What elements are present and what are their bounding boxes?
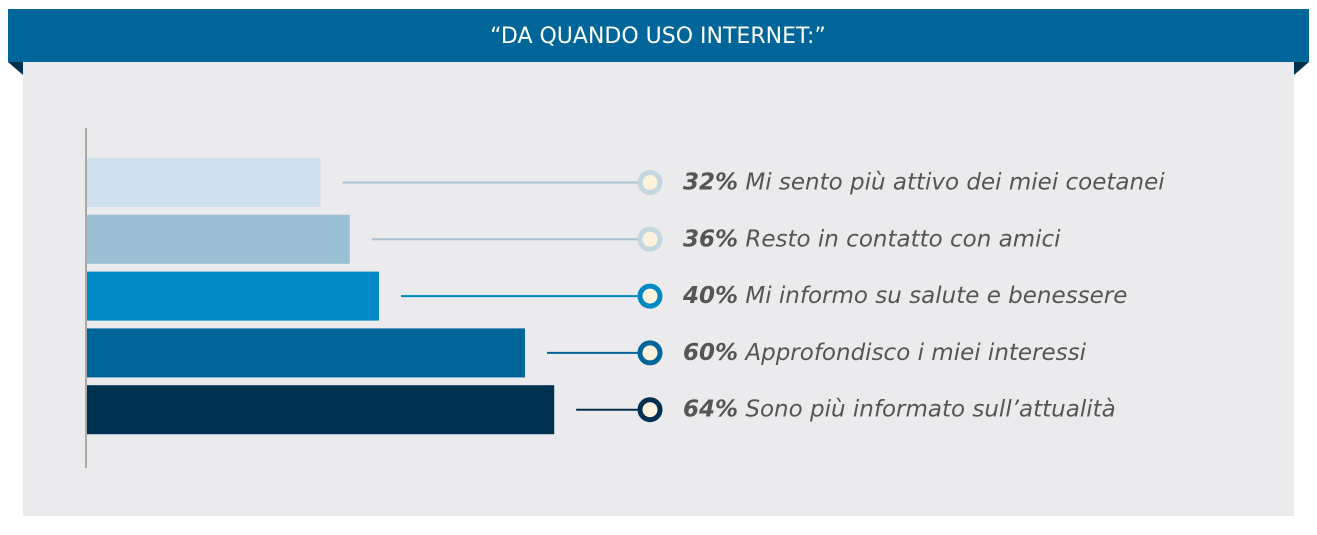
category-label: Mi sento più attivo dei miei coetanei (745, 169, 1165, 195)
marker-dot (637, 340, 663, 366)
bar (87, 214, 350, 264)
value-label: 40% (682, 283, 738, 309)
bar-label: 32% Mi sento più attivo dei miei coetane… (683, 169, 1165, 195)
value-label: 64% (683, 396, 738, 422)
category-label: Approfondisco i miei interessi (743, 339, 1086, 365)
marker-dot (637, 283, 663, 309)
bar-label: 64% Sono più informato sull’attualità (683, 396, 1116, 422)
marker-dot (637, 226, 663, 252)
bar (87, 158, 321, 207)
category-label: Sono più informato sull’attualità (745, 396, 1115, 422)
category-label: Resto in contatto con amici (745, 226, 1061, 252)
bar (87, 385, 555, 435)
banner-fold (1294, 62, 1309, 75)
bar-label: 40% Mi informo su salute e benessere (682, 283, 1127, 309)
banner-fold (8, 62, 23, 75)
bar-label: 36% Resto in contatto con amici (683, 226, 1061, 252)
bar (87, 328, 525, 378)
value-label: 32% (683, 169, 738, 195)
bar (87, 271, 379, 321)
category-label: Mi informo su salute e benessere (745, 283, 1127, 309)
marker-dot (637, 397, 663, 423)
value-label: 60% (683, 339, 738, 365)
banner (8, 9, 1309, 62)
marker-dot (637, 170, 663, 195)
value-label: 36% (683, 226, 738, 252)
bar-label: 60% Approfondisco i miei interessi (683, 339, 1087, 365)
chart-title: “DA QUANDO USO INTERNET:” (490, 24, 826, 49)
